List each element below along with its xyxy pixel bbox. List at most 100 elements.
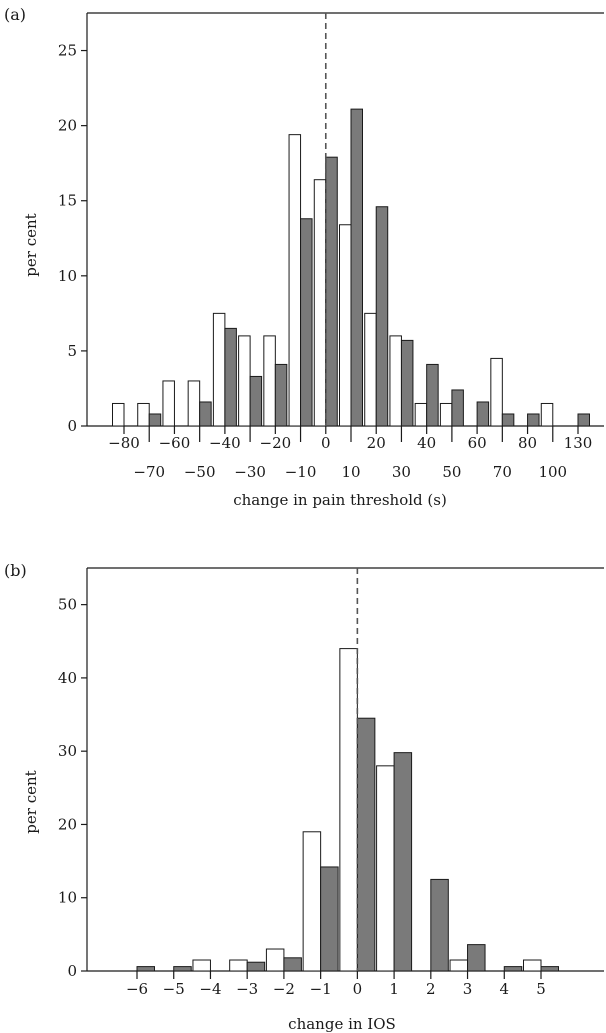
- panel-a-y-tick-label: 10: [58, 267, 77, 285]
- panel-a-x-tick-label: 20: [367, 434, 386, 452]
- panel-a-x-tick-label: 10: [341, 463, 360, 481]
- panel-a-open-bar: [490, 357, 503, 427]
- panel-b-y-tick-label: 40: [58, 669, 77, 687]
- panel-b-x-tick-label: 1: [389, 980, 399, 998]
- panel-b-histogram: (b) per cent change in IOS 01020304050−6…: [4, 561, 604, 1033]
- panel-a-x-tick-label: 80: [518, 434, 537, 452]
- panel-b-open-bar: [449, 959, 469, 972]
- panel-a-open-bar: [112, 402, 125, 427]
- panel-b-label: (b): [4, 561, 27, 580]
- panel-a-y-tick-label: 5: [67, 342, 77, 360]
- panel-a-x-tick-label: 50: [442, 463, 461, 481]
- panel-a-filled-bar: [224, 327, 237, 427]
- panel-b-filled-bar: [503, 966, 523, 972]
- panel-b-x-tick-label: −3: [236, 980, 258, 998]
- panel-a-x-tick-label: 100: [538, 463, 567, 481]
- panel-a-histogram: (a) per cent change in pain threshold (s…: [4, 5, 604, 509]
- panel-a-x-tick-label: −20: [260, 434, 292, 452]
- panel-a-x-tick-label: 130: [564, 434, 593, 452]
- panel-a-open-bar: [238, 335, 251, 427]
- panel-a-open-bar: [212, 312, 226, 427]
- panel-b-filled-bar: [136, 966, 155, 972]
- panel-a-open-bar: [540, 402, 554, 427]
- panel-a-x-tick-label: −10: [285, 463, 317, 481]
- panel-b-open-bar: [339, 648, 358, 972]
- panel-a-filled-bar: [148, 413, 162, 427]
- panel-a-x-tick-label: 0: [321, 434, 331, 452]
- panel-a-filled-bar: [426, 363, 439, 427]
- panel-a-y-tick-label: 20: [58, 117, 77, 135]
- panel-b-x-tick-label: −2: [273, 980, 295, 998]
- panel-a-open-bar: [414, 402, 428, 427]
- panel-b-y-tick-label: 20: [58, 815, 77, 833]
- panel-b-open-bar: [265, 948, 285, 972]
- panel-b-y-tick-label: 30: [58, 742, 77, 760]
- panel-a-open-bar: [439, 402, 453, 427]
- panel-b-filled-bar: [320, 866, 339, 972]
- panel-b-open-bar: [229, 959, 248, 972]
- panel-b-filled-bar: [283, 957, 302, 972]
- panel-b-x-tick-label: 3: [463, 980, 473, 998]
- panel-a-filled-bar: [501, 413, 515, 427]
- panel-a-open-bar: [364, 312, 377, 427]
- panel-a-open-bar: [288, 134, 302, 427]
- panel-b-x-tick-label: 2: [426, 980, 436, 998]
- panel-b-filled-bar: [430, 878, 449, 972]
- panel-a-x-axis-title: change in pain threshold (s): [233, 491, 447, 509]
- panel-a-x-tick-label: −60: [159, 434, 191, 452]
- panel-b-open-bar: [523, 959, 542, 972]
- panel-a-x-tick-label: 60: [468, 434, 487, 452]
- panel-a-x-tick-label: −80: [108, 434, 140, 452]
- panel-b-filled-bar: [467, 944, 486, 972]
- panel-a-x-tick-label: 40: [417, 434, 436, 452]
- panel-a-filled-bar: [350, 108, 363, 427]
- panel-a-y-tick-label: 15: [58, 192, 77, 210]
- panel-a-open-bar: [313, 179, 327, 427]
- panel-a-filled-bar: [199, 401, 212, 427]
- panel-b-x-tick-label: 5: [536, 980, 546, 998]
- panel-b-filled-bar: [393, 752, 413, 972]
- panel-b-open-bar: [376, 765, 395, 972]
- panel-a-label: (a): [4, 5, 26, 24]
- panel-a-x-tick-label: −50: [184, 463, 216, 481]
- panel-a-y-axis-title: per cent: [22, 213, 40, 276]
- panel-a-x-tick-label: 70: [493, 463, 512, 481]
- panel-b-x-tick-label: −5: [163, 980, 185, 998]
- panel-a-filled-bar: [375, 206, 389, 427]
- panel-b-x-tick-label: 0: [353, 980, 363, 998]
- panel-a-filled-bar: [476, 401, 490, 427]
- panel-a-filled-bar: [300, 218, 313, 427]
- panel-b-y-tick-label: 10: [58, 889, 77, 907]
- panel-b-filled-bar: [246, 961, 266, 972]
- panel-a-open-bar: [162, 380, 175, 427]
- panel-a-filled-bar: [249, 375, 263, 427]
- panel-b-y-tick-label: 50: [58, 596, 77, 614]
- panel-b-filled-bar: [356, 717, 376, 972]
- panel-a-x-tick-label: −30: [234, 463, 266, 481]
- panel-b-y-tick-label: 0: [67, 962, 77, 980]
- panel-b-x-tick-label: −6: [126, 980, 148, 998]
- panel-a-open-bar: [187, 380, 201, 427]
- panel-a-filled-bar: [274, 363, 288, 427]
- panel-b-filled-bar: [540, 966, 559, 972]
- panel-b-x-tick-label: 4: [499, 980, 509, 998]
- panel-a-filled-bar: [527, 413, 540, 427]
- panel-a-y-tick-label: 25: [58, 42, 77, 60]
- panel-a-filled-bar: [400, 339, 414, 427]
- panel-b-filled-bar: [173, 966, 192, 972]
- panel-b-x-axis-title: change in IOS: [288, 1015, 396, 1033]
- panel-a-open-bar: [137, 402, 150, 427]
- panel-a-filled-bar: [451, 389, 464, 427]
- panel-a-open-bar: [263, 335, 276, 427]
- panel-b-open-bar: [302, 831, 322, 972]
- panel-b-x-tick-label: −1: [310, 980, 332, 998]
- panel-a-open-bar: [339, 224, 352, 427]
- panel-a-filled-bar: [325, 156, 338, 427]
- panel-a-x-tick-label: 30: [392, 463, 411, 481]
- panel-a-filled-bar: [577, 413, 590, 427]
- panel-a-x-tick-label: −70: [133, 463, 165, 481]
- panel-b-x-tick-label: −4: [199, 980, 221, 998]
- panel-a-open-bar: [389, 335, 402, 427]
- panel-b-open-bar: [192, 959, 211, 972]
